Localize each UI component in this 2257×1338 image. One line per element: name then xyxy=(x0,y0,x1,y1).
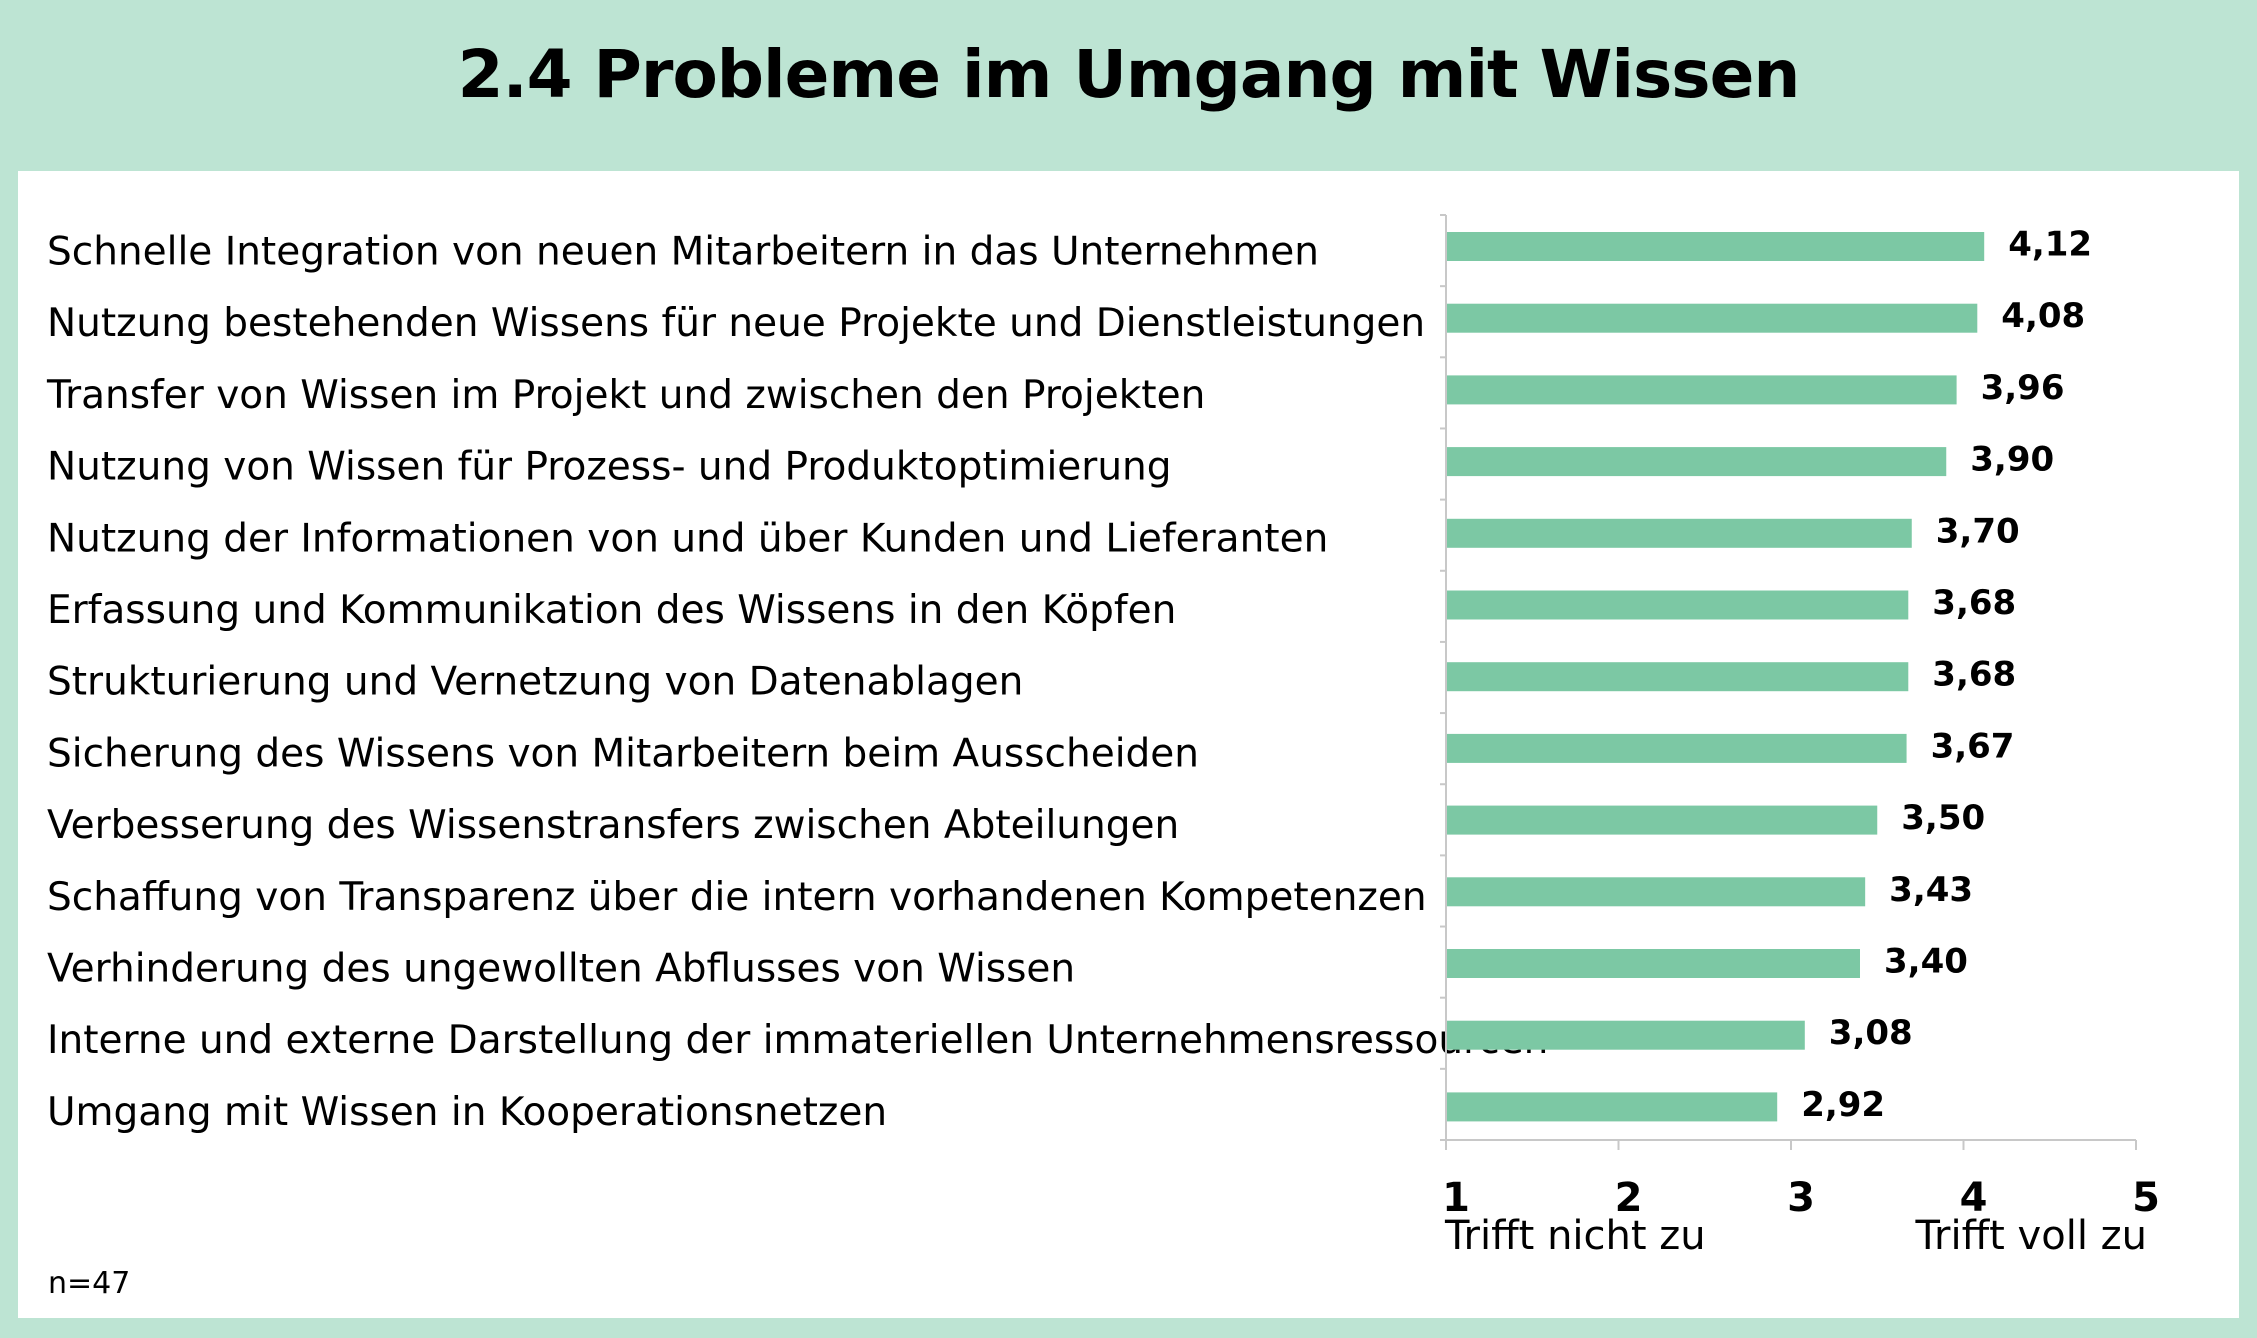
bar xyxy=(1446,590,1909,620)
value-label: 3,90 xyxy=(1970,440,2054,480)
bar xyxy=(1446,805,1878,835)
bar xyxy=(1446,1092,1778,1122)
value-label: 4,08 xyxy=(2001,296,2085,336)
bar xyxy=(1446,518,1912,548)
category-label: Strukturierung und Vernetzung von Datena… xyxy=(47,660,1023,705)
x-axis: 1 2 3 4 5 xyxy=(1440,214,2160,1221)
bar xyxy=(1446,1020,1805,1050)
category-label: Verbesserung des Wissenstransfers zwisch… xyxy=(47,803,1179,848)
x-tick-label: 2 xyxy=(1615,1175,1643,1221)
x-tick-label: 3 xyxy=(1787,1175,1815,1221)
category-label: Schaffung von Transparenz über die inter… xyxy=(47,875,1427,920)
bar xyxy=(1446,662,1909,692)
axis-caption-low: Trifft nicht zu xyxy=(1444,1213,1706,1259)
category-label: Transfer von Wissen im Projekt und zwisc… xyxy=(46,373,1205,418)
category-label: Erfassung und Kommunikation des Wissens … xyxy=(47,588,1176,633)
bar xyxy=(1446,303,1978,333)
category-label: Schnelle Integration von neuen Mitarbeit… xyxy=(47,230,1319,275)
bars xyxy=(1446,232,1985,1122)
value-label: 3,70 xyxy=(1936,511,2020,551)
value-label: 3,50 xyxy=(1901,798,1985,838)
category-label: Verhinderung des ungewollten Abflusses v… xyxy=(47,947,1075,992)
bar xyxy=(1446,877,1866,907)
bar xyxy=(1446,447,1947,477)
bar xyxy=(1446,375,1957,405)
value-label: 3,43 xyxy=(1889,870,1973,910)
value-label: 3,96 xyxy=(1981,368,2065,408)
value-label: 3,40 xyxy=(1884,942,1968,982)
bar xyxy=(1446,232,1985,261)
category-label: Umgang mit Wissen in Kooperationsnetzen xyxy=(47,1090,887,1135)
category-labels: Schnelle Integration von neuen Mitarbeit… xyxy=(46,230,1548,1135)
value-label: 3,68 xyxy=(1932,655,2016,695)
sample-size-note: n=47 xyxy=(48,1266,130,1301)
category-label: Interne und externe Darstellung der imma… xyxy=(47,1018,1548,1063)
chart-title: 2.4 Probleme im Umgang mit Wissen xyxy=(457,36,1801,113)
value-label: 3,08 xyxy=(1829,1013,1913,1053)
x-tick-label: 1 xyxy=(1442,1175,1470,1221)
bar-chart: Schnelle Integration von neuen Mitarbeit… xyxy=(46,214,2160,1301)
category-label: Nutzung von Wissen für Prozess- und Prod… xyxy=(47,445,1172,490)
value-label: 2,92 xyxy=(1801,1085,1885,1125)
value-label: 3,68 xyxy=(1932,583,2016,623)
bar xyxy=(1446,949,1860,978)
category-label: Nutzung der Informationen von und über K… xyxy=(47,516,1328,561)
category-label: Sicherung des Wissens von Mitarbeitern b… xyxy=(47,731,1199,776)
chart-panel: Schnelle Integration von neuen Mitarbeit… xyxy=(18,171,2239,1318)
x-tick-label: 4 xyxy=(1960,1175,1988,1221)
bar xyxy=(1446,733,1907,763)
axis-caption-high: Trifft voll zu xyxy=(1914,1213,2147,1259)
category-label: Nutzung bestehenden Wissens für neue Pro… xyxy=(47,301,1425,346)
value-label: 4,12 xyxy=(2008,225,2092,265)
value-labels: 4,12 4,08 3,96 3,90 3,70 3,68 3,68 3,67 3,50 3,43… xyxy=(1801,225,2092,1125)
value-label: 3,67 xyxy=(1931,726,2015,766)
x-tick-label: 5 xyxy=(2132,1175,2160,1221)
